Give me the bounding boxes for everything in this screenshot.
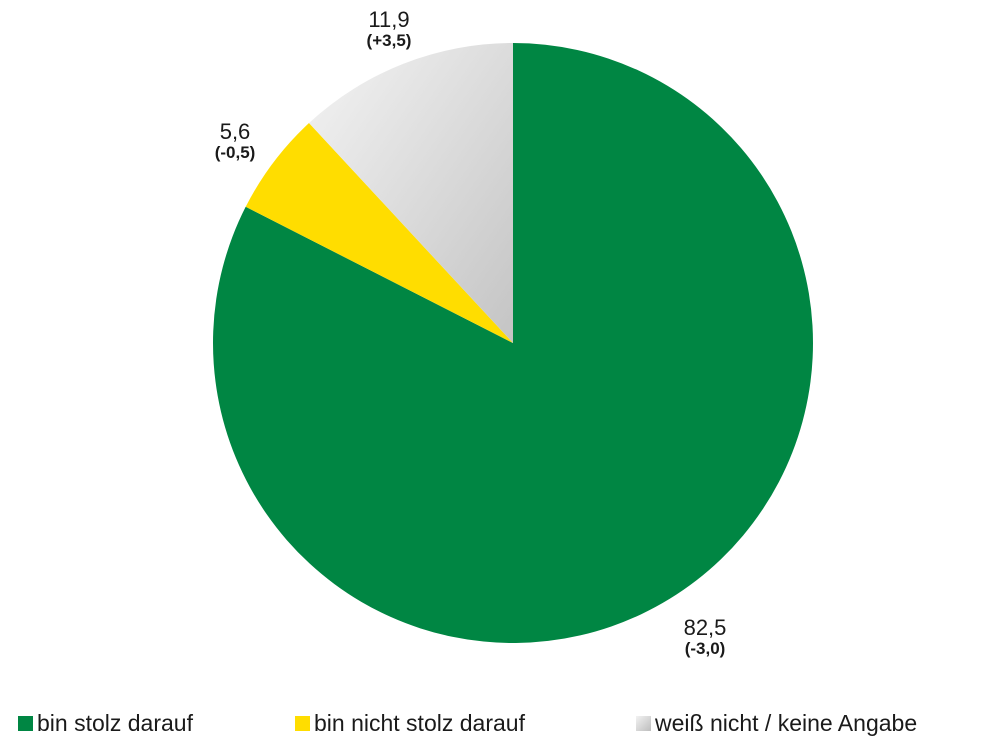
- legend-swatch-yellow: [295, 716, 310, 731]
- data-label-stolz: 82,5 (-3,0): [650, 615, 760, 659]
- legend-item-stolz: bin stolz darauf: [18, 710, 193, 737]
- data-label-nicht-stolz-change: (-0,5): [214, 143, 256, 163]
- data-label-weiss-nicht: 11,9 (+3,5): [334, 7, 444, 51]
- legend-label-weiss-nicht: weiß nicht / keine Angabe: [655, 710, 918, 736]
- pie-slice-nicht-stolz: [245, 123, 513, 343]
- legend-item-weiss-nicht: weiß nicht / keine Angabe: [636, 710, 917, 737]
- pie-slice-weiss-nicht: [309, 43, 513, 343]
- legend-swatch-green: [18, 716, 33, 731]
- chart-legend: bin stolz darauf bin nicht stolz darauf …: [0, 710, 981, 750]
- legend-label-nicht-stolz: bin nicht stolz darauf: [314, 710, 525, 736]
- data-label-stolz-change: (-3,0): [684, 639, 726, 659]
- data-label-weiss-nicht-change: (+3,5): [366, 31, 412, 51]
- data-label-stolz-value: 82,5: [683, 615, 727, 640]
- data-label-nicht-stolz-value: 5,6: [219, 119, 251, 144]
- legend-label-stolz: bin stolz darauf: [37, 710, 193, 736]
- legend-item-nicht-stolz: bin nicht stolz darauf: [295, 710, 525, 737]
- data-label-nicht-stolz: 5,6 (-0,5): [180, 119, 290, 163]
- legend-swatch-gray: [636, 716, 651, 731]
- data-label-weiss-nicht-value: 11,9: [368, 7, 410, 32]
